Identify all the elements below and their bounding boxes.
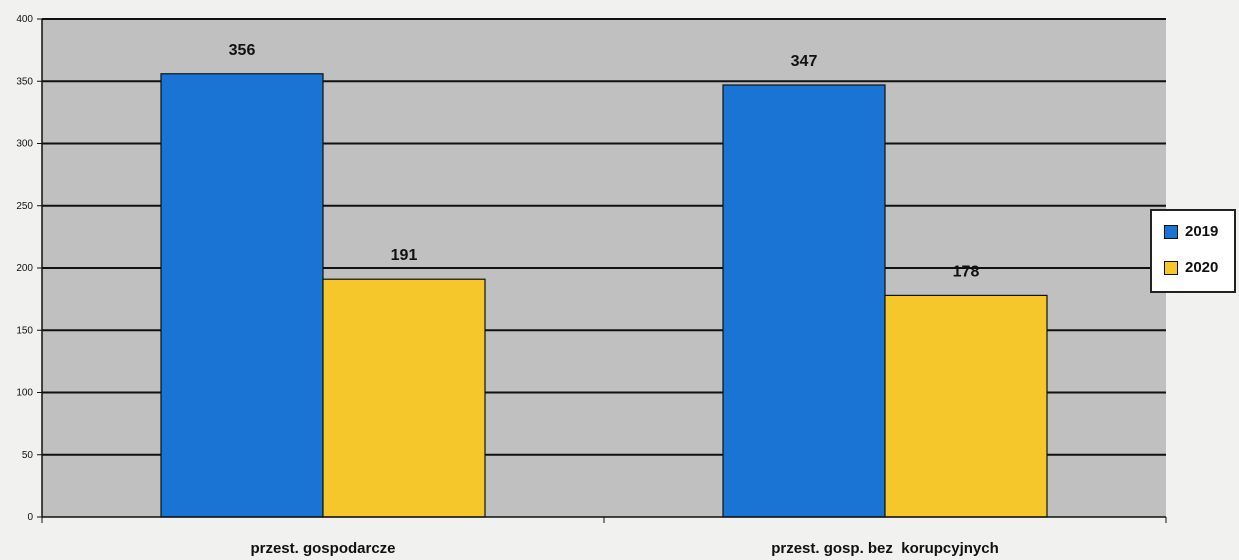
x-category-label-1: przest. gosp. bez korupcyjnych	[771, 540, 999, 557]
legend-label-2020: 2020	[1185, 259, 1219, 276]
data-label-2020-0: 191	[391, 247, 418, 264]
data-label-2019-0: 356	[229, 42, 256, 59]
legend-item-2019: 2019	[1164, 223, 1218, 240]
data-label-2019-1: 347	[791, 53, 818, 70]
y-tick-label-300: 300	[16, 139, 33, 150]
y-tick-label-400: 400	[16, 14, 33, 25]
y-tick-label-350: 350	[16, 76, 33, 87]
bar-2019-1	[722, 84, 886, 518]
y-tick-label-200: 200	[16, 263, 33, 274]
bars	[160, 73, 1048, 518]
data-labels: 356 191 347 178	[229, 42, 980, 281]
bar-2020-0	[322, 278, 486, 518]
legend-swatch-2019	[1164, 224, 1178, 239]
x-category-label-0: przest. gospodarcze	[250, 540, 395, 557]
legend-label-2019: 2019	[1185, 223, 1219, 240]
legend-swatch-2020	[1164, 260, 1178, 275]
legend-item-2020: 2020	[1164, 259, 1218, 276]
bar-2020-1	[884, 294, 1048, 518]
y-tick-label-250: 250	[16, 201, 33, 212]
y-tick-label-50: 50	[22, 450, 34, 461]
data-label-2020-1: 178	[953, 263, 980, 280]
x-axis-labels: przest. gospodarcze przest. gosp. bez kor…	[250, 540, 998, 557]
y-axis-ticks: 0 50 100 150 200 250 300 350 400	[16, 14, 42, 523]
y-tick-label-100: 100	[16, 388, 33, 399]
bar-2019-0	[160, 73, 324, 518]
y-tick-label-0: 0	[27, 512, 33, 523]
y-tick-label-150: 150	[16, 325, 33, 336]
legend: 2019 2020	[1150, 209, 1236, 293]
